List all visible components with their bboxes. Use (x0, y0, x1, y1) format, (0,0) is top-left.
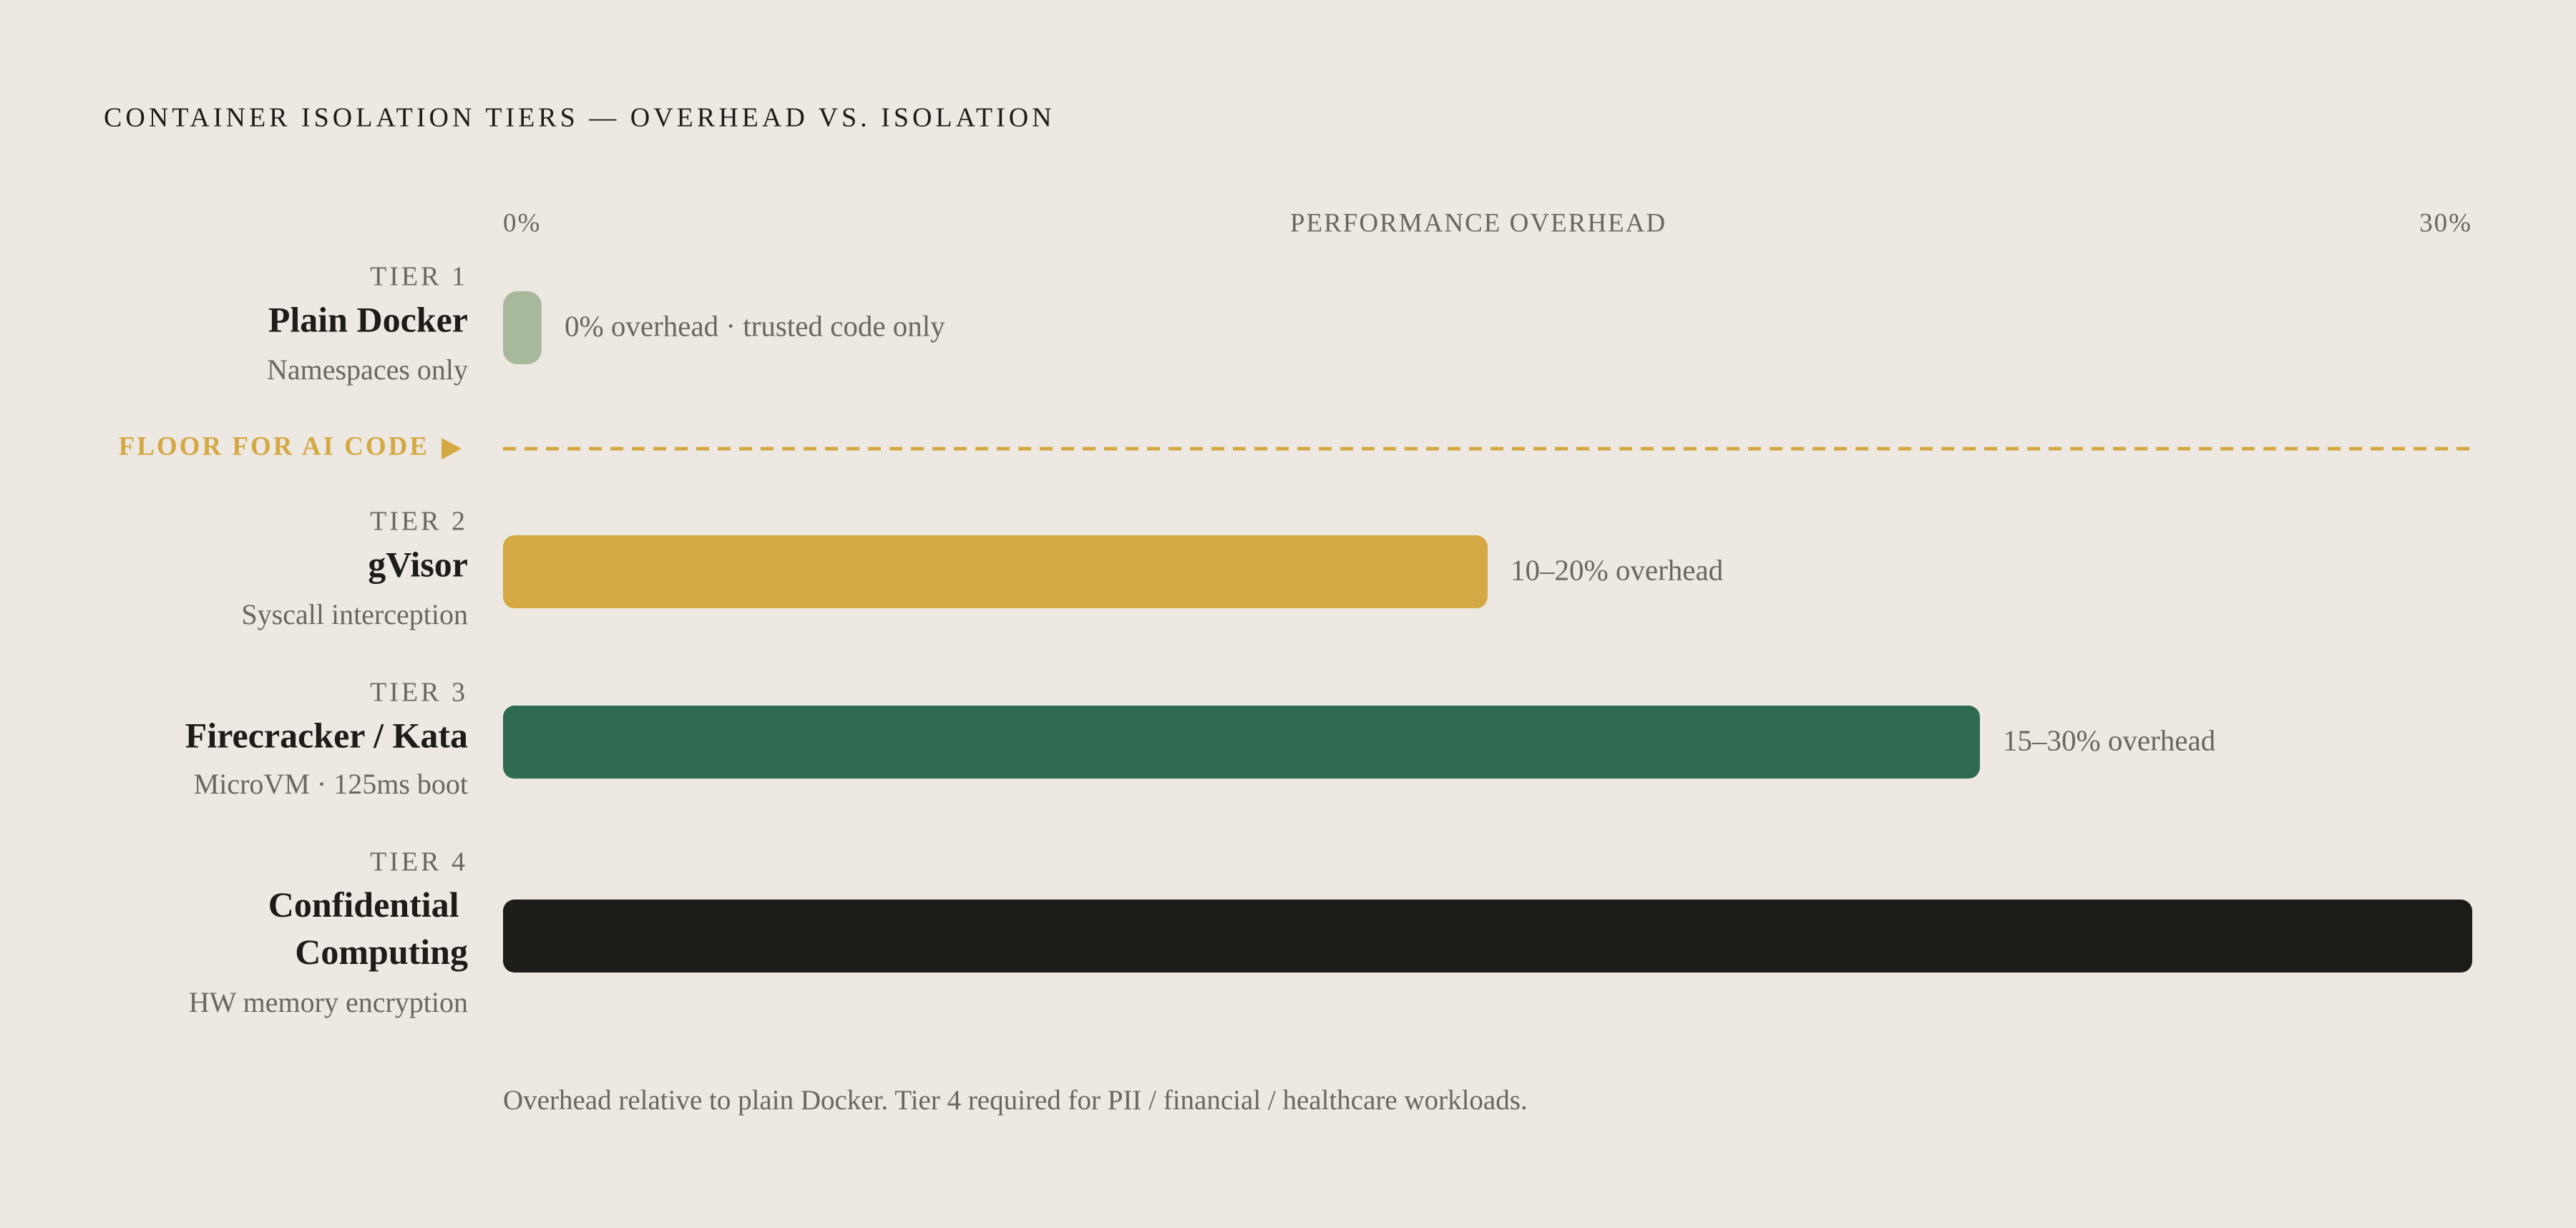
tier-label: TIER 2 (370, 507, 468, 537)
bar-annotation: 15–30% overhead (2003, 723, 2215, 756)
category-label: gVisor (368, 544, 468, 584)
footnote: Overhead relative to plain Docker. Tier … (503, 1085, 1528, 1116)
bar (503, 900, 2472, 973)
category-label: Plain Docker (268, 299, 468, 339)
x-tick-label: 0% (503, 208, 541, 238)
category-description: HW memory encryption (189, 986, 468, 1018)
x-tick-label: 30% (2419, 208, 2472, 238)
bar (503, 291, 542, 364)
bar (503, 706, 1980, 779)
threshold-label: FLOOR FOR AI CODE (119, 432, 429, 461)
tier-label: TIER 3 (370, 678, 468, 708)
category-label: Confidential Computing (268, 885, 468, 972)
category-description: MicroVM · 125ms boot (194, 768, 468, 800)
chart-title: CONTAINER ISOLATION TIERS — OVERHEAD VS.… (104, 103, 1055, 133)
tier-label: TIER 4 (370, 847, 468, 877)
bar-annotation: 10–20% overhead (1511, 553, 1723, 586)
bar-annotation: 0% overhead · trusted code only (565, 309, 945, 342)
x-axis-label: PERFORMANCE OVERHEAD (1290, 208, 1667, 238)
category-label: Firecracker / Kata (185, 715, 468, 755)
bar (503, 535, 1488, 608)
category-description: Namespaces only (267, 354, 468, 386)
tier-label: TIER 1 (370, 262, 468, 292)
category-description: Syscall interception (241, 598, 468, 630)
threshold-arrow (441, 438, 462, 459)
